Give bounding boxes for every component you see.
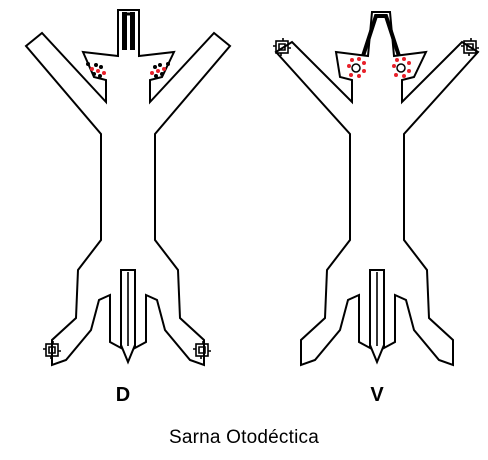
dorsal-view-label: D [115,384,131,406]
ventral-head-mark [361,14,401,57]
ventral-left-ear-lesion [347,57,366,78]
ventral-body-outline [274,11,480,367]
ventral-tail [369,270,385,365]
ventral-left-front-paw-icon [272,37,292,57]
figure-caption: Sarna Otodéctica [168,427,319,448]
ventral-view-label: V [370,384,384,406]
ventral-view [272,11,480,367]
dorsal-right-ear-lesion [150,62,170,78]
dorsal-left-ear-lesion [86,62,106,78]
dorsal-head-mark [122,12,135,50]
ventral-right-ear-lesion [392,57,411,78]
dorsal-body-outline [24,9,232,367]
dorsal-tail [120,270,136,365]
dorsal-view [24,9,232,367]
dorsal-right-paw-icon [192,340,212,360]
